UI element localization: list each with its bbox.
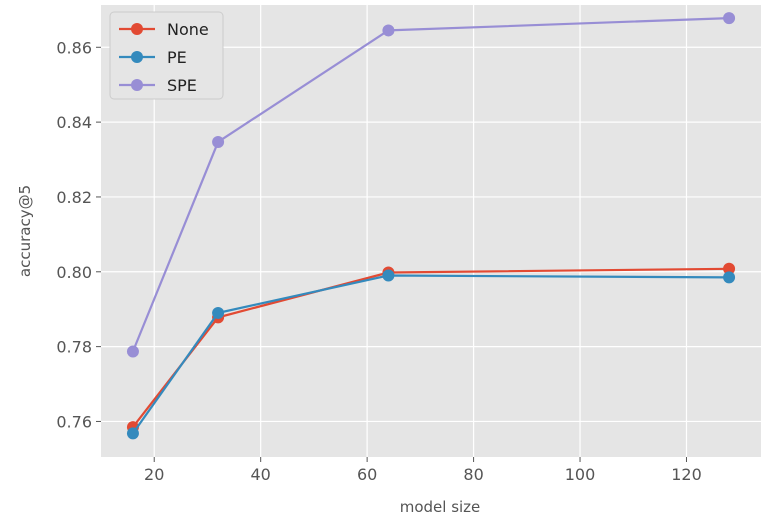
data-point-pe [126, 427, 139, 440]
series-line-pe [132, 274, 730, 435]
legend-label-spe: SPE [167, 76, 197, 95]
data-point-spe [382, 24, 395, 37]
x-axis: 20 40 60 80 100 120 [144, 457, 702, 484]
x-tick-label: 40 [250, 465, 270, 484]
data-point-pe [723, 271, 736, 284]
legend-marker-none [131, 23, 143, 35]
legend-marker-spe [131, 79, 143, 91]
series-line-spe [131, 17, 730, 352]
y-tick-label: 0.76 [56, 412, 92, 431]
y-tick-label: 0.86 [56, 38, 92, 57]
series-layer [126, 12, 736, 440]
x-tick-label: 20 [144, 465, 164, 484]
x-tick-label: 120 [671, 465, 702, 484]
y-tick-label: 0.84 [56, 113, 92, 132]
x-tick-label: 60 [357, 465, 377, 484]
y-axis: 0.76 0.78 0.80 0.82 0.84 0.86 [56, 38, 101, 431]
x-tick-label: 100 [565, 465, 596, 484]
data-point-none [723, 262, 736, 275]
y-tick-label: 0.82 [56, 188, 92, 207]
data-point-pe [212, 306, 225, 319]
legend: None PE SPE [109, 11, 224, 100]
y-axis-label: accuracy@5 [16, 185, 34, 277]
y-tick-label: 0.78 [56, 338, 92, 357]
y-tick-label: 0.80 [56, 263, 92, 282]
data-point-spe [212, 135, 225, 148]
x-tick-label: 80 [463, 465, 483, 484]
grid [101, 5, 761, 457]
legend-label-pe: PE [167, 48, 187, 67]
legend-marker-pe [131, 51, 143, 63]
x-axis-label: model size [400, 498, 481, 516]
legend-label-none: None [167, 20, 209, 39]
data-point-pe [382, 269, 395, 282]
data-point-spe [126, 345, 139, 358]
data-point-spe [723, 12, 736, 25]
